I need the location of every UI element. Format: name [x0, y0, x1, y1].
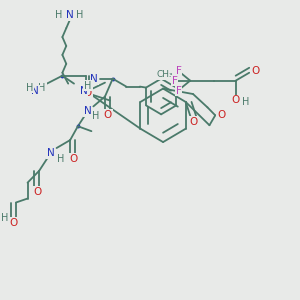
Text: F: F	[172, 76, 178, 85]
Text: H: H	[38, 82, 46, 93]
Text: N: N	[32, 85, 39, 96]
Text: O: O	[83, 88, 92, 98]
Text: H: H	[1, 213, 8, 224]
Text: O: O	[217, 110, 225, 120]
Text: O: O	[10, 218, 18, 228]
Text: F: F	[176, 66, 182, 76]
Text: H: H	[55, 10, 62, 20]
Text: H: H	[26, 82, 33, 93]
Text: N: N	[47, 148, 55, 158]
Text: O: O	[189, 117, 198, 127]
Text: F: F	[176, 85, 182, 96]
Text: N: N	[84, 106, 92, 116]
Text: O: O	[232, 95, 240, 106]
Text: H: H	[92, 111, 99, 121]
Text: O: O	[69, 154, 77, 164]
Text: O: O	[104, 110, 112, 120]
Text: H: H	[57, 154, 64, 164]
Text: H: H	[84, 81, 91, 91]
Text: N: N	[66, 10, 74, 20]
Text: N: N	[91, 74, 98, 84]
Text: CH₃: CH₃	[157, 70, 173, 79]
Text: H: H	[76, 10, 83, 20]
Text: H: H	[242, 98, 249, 107]
Text: O: O	[33, 187, 41, 196]
Text: N: N	[80, 85, 88, 96]
Text: O: O	[251, 66, 259, 76]
